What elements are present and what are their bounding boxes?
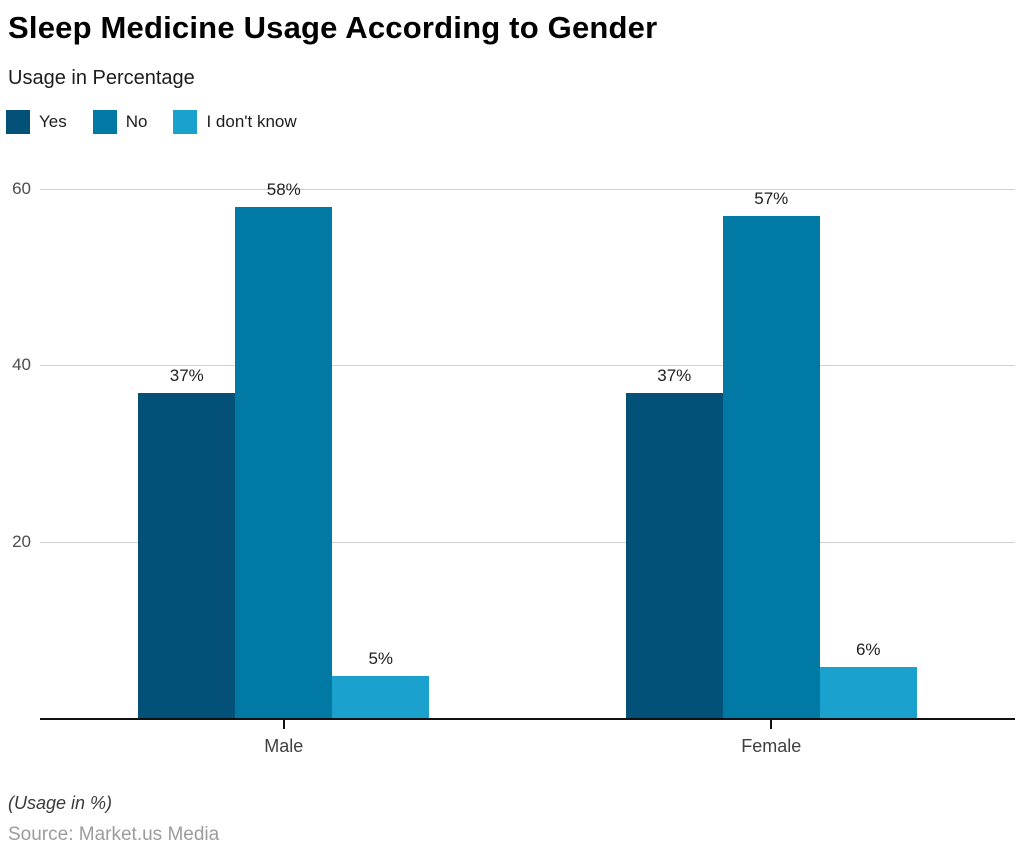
footer-note: (Usage in %) [8,793,113,813]
bar-value-label: 57% [754,189,789,209]
bar-i-don-t-know-female [819,666,917,720]
legend-item-no: No [92,110,148,134]
gridline-60 [40,188,1015,190]
bar-value-label: 37% [169,365,204,385]
x-axis-category-label: Female [741,736,802,756]
x-axis-tick [770,720,773,729]
gridline-20 [40,542,1015,544]
legend-item-yes: Yes [6,110,67,134]
legend-item-i-don-t-know: I don't know [173,110,297,134]
x-axis-line [40,718,1015,720]
legend-swatch-icon [6,110,30,134]
legend-label: I don't know [206,112,297,131]
chart-title: Sleep Medicine Usage According to Gender [8,10,658,45]
bar-yes-female [625,392,723,720]
footer-source: Source: Market.us Media [8,824,220,845]
y-axis-tick-label: 40 [12,355,31,375]
bar-yes-male [138,392,236,720]
y-axis-tick-label: 60 [12,178,31,198]
legend-label: No [125,112,148,131]
legend-swatch-icon [92,110,117,134]
gridline-40 [40,365,1015,367]
x-axis-category-label: Male [264,736,304,756]
bar-no-male [235,207,333,720]
bar-value-label: 6% [855,639,881,659]
chart-legend: Yes No I don't know [6,110,297,134]
bar-i-don-t-know-male [332,675,430,720]
chart-subtitle: Usage in Percentage [8,67,195,89]
bar-value-label: 5% [368,648,394,668]
legend-label: Yes [39,112,67,131]
legend-swatch-icon [173,110,198,134]
bar-value-label: 58% [266,180,301,200]
bar-no-female [722,216,820,720]
y-axis-tick-label: 20 [12,532,31,552]
x-axis-tick [282,720,285,729]
bar-value-label: 37% [657,365,692,385]
